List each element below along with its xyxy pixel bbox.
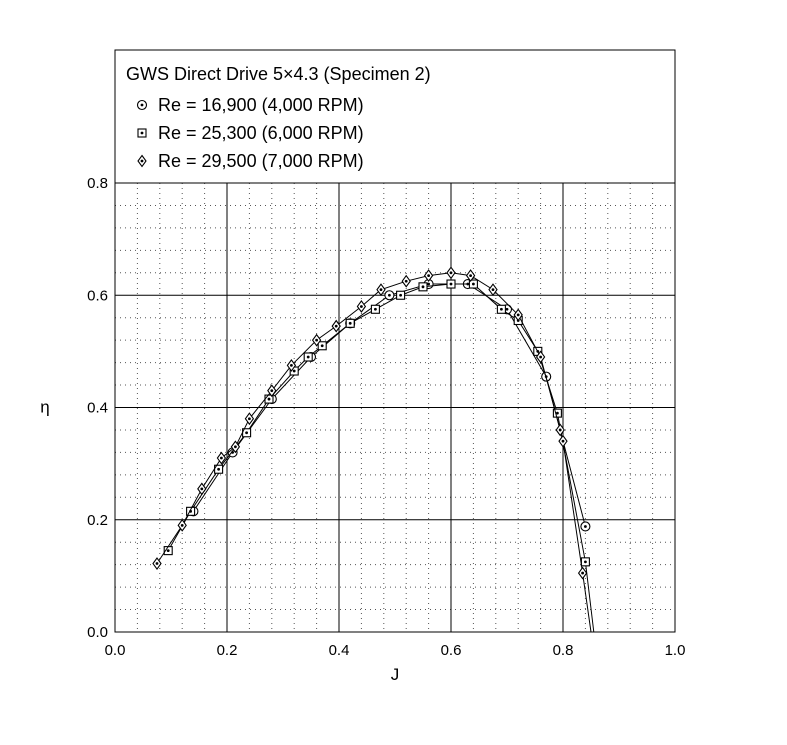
legend-marker xyxy=(137,154,147,168)
chart-title: GWS Direct Drive 5×4.3 (Specimen 2) xyxy=(126,64,431,84)
x-tick-label: 0.6 xyxy=(441,642,462,659)
series-3 xyxy=(152,266,592,633)
y-tick-label: 0.8 xyxy=(87,175,108,192)
data-point xyxy=(535,350,546,364)
data-point xyxy=(345,318,355,328)
data-point xyxy=(197,482,207,496)
y-axis-title: η xyxy=(40,398,49,417)
data-point xyxy=(370,304,380,314)
legend-entry: Re = 25,300 (6,000 RPM) xyxy=(137,123,364,143)
data-point xyxy=(396,290,406,300)
x-axis-title: J xyxy=(391,665,400,684)
data-point xyxy=(513,308,523,322)
data-point xyxy=(384,290,395,301)
legend-marker xyxy=(136,99,148,111)
legend-label: Re = 29,500 (7,000 RPM) xyxy=(158,151,364,171)
y-tick-label: 0.6 xyxy=(87,287,108,304)
y-tick-label: 0.4 xyxy=(87,400,108,417)
data-point xyxy=(552,408,562,418)
data-point xyxy=(317,341,327,351)
series-layer xyxy=(152,266,595,633)
y-tick-label: 0.2 xyxy=(87,512,108,529)
data-point xyxy=(286,358,297,372)
data-point xyxy=(242,428,252,438)
y-tick-label: 0.0 xyxy=(87,624,108,641)
data-point xyxy=(580,557,590,567)
data-point xyxy=(331,319,341,333)
data-point xyxy=(446,266,456,280)
x-tick-label: 0.8 xyxy=(553,642,574,659)
data-point xyxy=(555,423,565,437)
data-point xyxy=(446,279,456,289)
data-point xyxy=(401,274,411,288)
data-point xyxy=(216,451,227,465)
legend-marker xyxy=(137,128,147,138)
data-point xyxy=(558,434,568,448)
x-tick-label: 0.4 xyxy=(329,642,350,659)
data-point xyxy=(496,304,506,314)
legend-label: Re = 16,900 (4,000 RPM) xyxy=(158,95,364,115)
data-point xyxy=(488,283,498,297)
data-point xyxy=(152,557,162,570)
series-2 xyxy=(163,279,595,633)
x-tick-label: 0.2 xyxy=(217,642,238,659)
data-point xyxy=(468,279,478,289)
legend-entry: Re = 16,900 (4,000 RPM) xyxy=(136,95,364,115)
legend-label: Re = 25,300 (6,000 RPM) xyxy=(158,123,364,143)
x-tick-label: 0.0 xyxy=(105,642,126,659)
data-point xyxy=(423,269,434,283)
minor-grid xyxy=(115,183,675,632)
data-point xyxy=(580,521,591,532)
legend-box xyxy=(114,49,676,184)
legend-entries: Re = 16,900 (4,000 RPM) Re = 25,300 (6,00… xyxy=(136,95,364,171)
data-point xyxy=(303,352,313,362)
tick-labels: 0.0 0.2 0.4 0.6 0.8 1.0 0.0 0.2 0.4 0.6 0.8 xyxy=(87,175,685,659)
data-point xyxy=(244,412,255,426)
data-point xyxy=(356,300,367,313)
data-point xyxy=(177,518,187,532)
x-tick-label: 1.0 xyxy=(665,642,686,659)
data-point xyxy=(267,384,277,398)
legend-entry: Re = 29,500 (7,000 RPM) xyxy=(137,151,364,171)
data-point xyxy=(230,440,241,454)
data-point xyxy=(577,566,588,580)
data-point xyxy=(311,333,322,347)
data-point xyxy=(376,283,386,297)
data-point xyxy=(465,269,476,283)
data-point xyxy=(418,282,428,292)
series-line xyxy=(192,283,586,527)
legend: GWS Direct Drive 5×4.3 (Specimen 2) Re =… xyxy=(114,49,676,184)
